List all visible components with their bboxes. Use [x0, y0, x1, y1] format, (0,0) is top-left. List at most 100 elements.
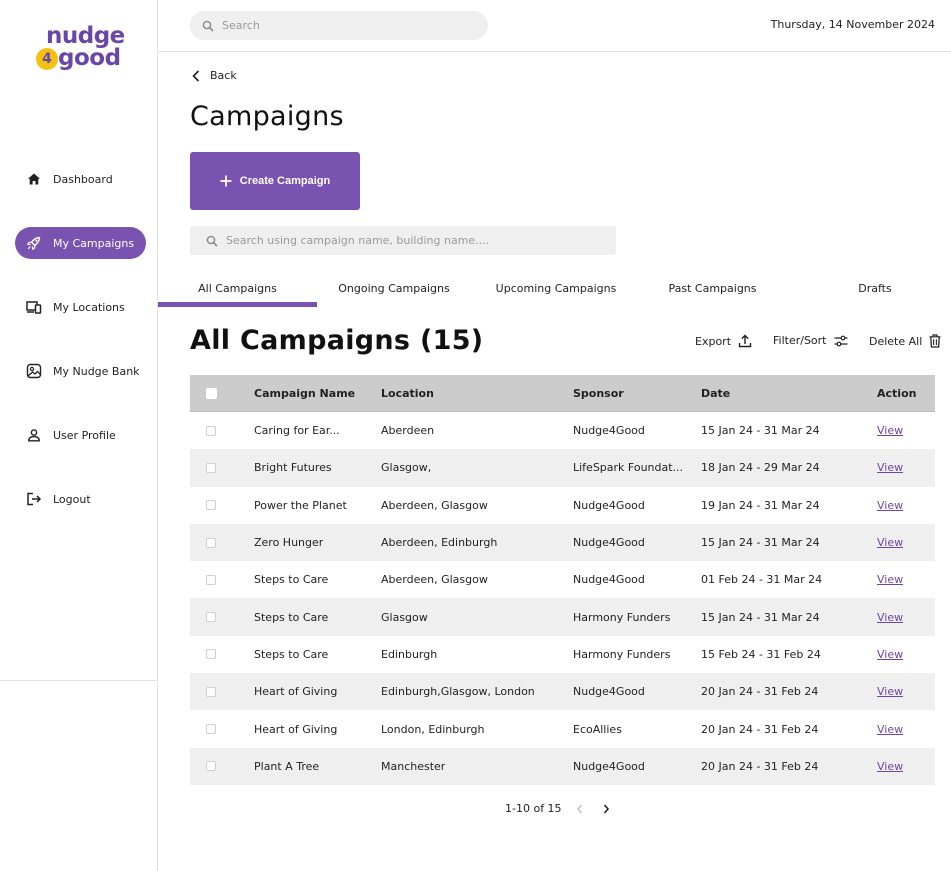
cell-location: Aberdeen	[381, 424, 435, 438]
row-checkbox[interactable]	[206, 612, 216, 623]
view-link[interactable]: View	[877, 759, 904, 773]
tab-upcoming-campaigns[interactable]: Upcoming Campaigns	[495, 282, 617, 295]
cell-date: 18 Jan 24 - 29 Mar 24	[701, 461, 820, 475]
tab-past-campaigns[interactable]: Past Campaigns	[668, 282, 757, 295]
cell-location: Aberdeen, Edinburgh	[381, 536, 498, 550]
cell-location: Edinburgh,Glasgow, London	[381, 685, 535, 699]
cell-date: 15 Jan 24 - 31 Mar 24	[701, 536, 820, 550]
upload-icon	[738, 334, 752, 348]
brand-logo[interactable]: nudge 4 good	[36, 24, 126, 76]
table-row: Steps to Care Edinburgh Harmony Funders 15 …	[190, 636, 935, 673]
tab-ongoing-campaigns[interactable]: Ongoing Campaigns	[338, 282, 450, 295]
column-header-action: Action	[877, 386, 917, 400]
cell-location: Aberdeen, Glasgow	[381, 498, 488, 512]
cell-date: 15 Feb 24 - 31 Feb 24	[701, 647, 821, 661]
global-search-input[interactable]	[222, 19, 462, 32]
row-checkbox[interactable]	[206, 537, 216, 548]
cell-campaign-name: Bright Futures	[254, 461, 332, 475]
filter-sort-label: Filter/Sort	[773, 334, 827, 347]
campaigns-table: Campaign Name Location Sponsor Date Acti…	[190, 375, 935, 785]
sidebar-divider	[0, 680, 157, 681]
cell-sponsor: Nudge4Good	[573, 536, 645, 550]
view-link[interactable]: View	[877, 461, 904, 475]
table-body: Caring for Ear... Aberdeen Nudge4Good 15 Ja…	[190, 412, 935, 785]
campaign-search-input[interactable]	[226, 234, 606, 247]
tab-all-campaigns[interactable]: All Campaigns	[198, 282, 277, 295]
row-checkbox[interactable]	[206, 649, 216, 660]
sidebar-item-label: My Nudge Bank	[53, 364, 140, 378]
view-link[interactable]: View	[877, 647, 904, 661]
image-bank-icon	[25, 362, 43, 380]
row-checkbox[interactable]	[206, 686, 216, 697]
view-link[interactable]: View	[877, 498, 904, 512]
row-checkbox[interactable]	[206, 425, 216, 436]
cell-date: 20 Jan 24 - 31 Feb 24	[701, 759, 819, 773]
row-checkbox[interactable]	[206, 574, 216, 585]
sidebar-item-label: Dashboard	[53, 172, 113, 186]
chevron-right-icon[interactable]	[602, 803, 610, 814]
view-link[interactable]: View	[877, 573, 904, 587]
view-link[interactable]: View	[877, 610, 904, 624]
row-checkbox[interactable]	[206, 724, 216, 735]
sidebar-item-my-campaigns[interactable]: My Campaigns	[15, 227, 146, 259]
home-icon	[25, 170, 43, 188]
row-checkbox[interactable]	[206, 500, 216, 511]
tab-drafts[interactable]: Drafts	[858, 282, 892, 295]
table-row: Power the Planet Aberdeen, Glasgow Nudge4G…	[190, 487, 935, 524]
plus-icon	[220, 171, 232, 191]
cell-campaign-name: Heart of Giving	[254, 685, 338, 699]
view-link[interactable]: View	[877, 536, 904, 550]
logout-icon	[25, 490, 43, 508]
view-link[interactable]: View	[877, 722, 904, 736]
global-search[interactable]	[190, 11, 488, 40]
delete-all-label: Delete All	[869, 334, 923, 348]
pagination-range: 1-10 of 15	[505, 802, 562, 815]
back-link[interactable]: Back	[192, 69, 237, 82]
create-campaign-button[interactable]: Create Campaign	[190, 152, 360, 210]
top-header: Thursday, 14 November 2024	[158, 0, 951, 52]
trash-icon	[929, 334, 941, 348]
cell-campaign-name: Steps to Care	[254, 610, 329, 624]
user-icon	[25, 426, 43, 444]
cell-sponsor: LifeSpark Foundat...	[573, 461, 684, 475]
sidebar-item-dashboard[interactable]: Dashboard	[15, 163, 146, 195]
table-row: Heart of Giving London, Edinburgh EcoAllie…	[190, 710, 935, 747]
cell-sponsor: Harmony Funders	[573, 610, 671, 624]
sidebar-item-my-locations[interactable]: My Locations	[15, 291, 146, 323]
view-link[interactable]: View	[877, 685, 904, 699]
column-header-campaign-name[interactable]: Campaign Name	[254, 386, 356, 400]
sidebar-item-user-profile[interactable]: User Profile	[15, 419, 146, 451]
logo-text-bottom: good	[58, 45, 121, 71]
table-row: Steps to Care Glasgow Harmony Funders 15 Ja…	[190, 598, 935, 636]
sidebar: nudge 4 good Dashboard My Campaigns My L…	[0, 0, 158, 871]
logo-text-top: nudge	[46, 23, 125, 49]
sidebar-item-my-nudge-bank[interactable]: My Nudge Bank	[15, 355, 146, 387]
filter-sort-button[interactable]: Filter/Sort	[773, 334, 848, 347]
row-checkbox[interactable]	[206, 462, 216, 473]
column-header-sponsor[interactable]: Sponsor	[573, 386, 624, 400]
table-row: Heart of Giving Edinburgh,Glasgow, London…	[190, 673, 935, 711]
section-title: All Campaigns (15)	[190, 325, 484, 356]
sidebar-item-logout[interactable]: Logout	[15, 483, 146, 515]
current-date: Thursday, 14 November 2024	[770, 18, 935, 31]
cell-sponsor: Nudge4Good	[573, 573, 645, 587]
row-checkbox[interactable]	[206, 761, 216, 772]
chevron-left-icon[interactable]	[576, 804, 584, 814]
cell-date: 15 Jan 24 - 31 Mar 24	[701, 610, 820, 624]
cell-campaign-name: Zero Hunger	[254, 536, 324, 550]
table-row: Zero Hunger Aberdeen, Edinburgh Nudge4Good…	[190, 523, 935, 562]
cell-campaign-name: Steps to Care	[254, 573, 329, 587]
create-campaign-label: Create Campaign	[239, 175, 331, 187]
cell-location: Aberdeen, Glasgow	[381, 573, 488, 587]
column-header-date[interactable]: Date	[701, 386, 731, 400]
campaign-search[interactable]	[190, 226, 616, 255]
cell-sponsor: Nudge4Good	[573, 685, 645, 699]
delete-all-button[interactable]: Delete All	[869, 334, 941, 348]
cell-sponsor: Nudge4Good	[573, 498, 645, 512]
select-all-checkbox[interactable]	[206, 388, 217, 399]
view-link[interactable]: View	[877, 424, 904, 438]
column-header-location[interactable]: Location	[381, 386, 434, 400]
export-button[interactable]: Export	[695, 334, 752, 348]
search-icon	[202, 20, 214, 32]
page-title: Campaigns	[190, 101, 344, 132]
